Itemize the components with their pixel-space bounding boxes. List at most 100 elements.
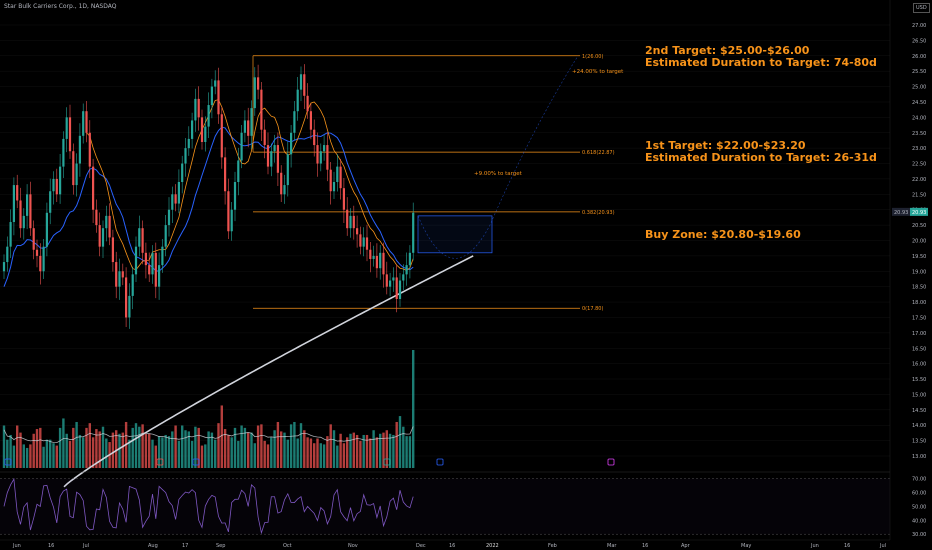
chart-grid: [0, 24, 890, 457]
candle-body: [346, 209, 349, 229]
fibonacci-retracement[interactable]: 1(26.00) 0.618(22.87) 0.382(20.93) 0(17.80)…: [252, 54, 624, 312]
volume-bar: [326, 436, 329, 468]
volume-bar: [164, 434, 167, 468]
volume-bar: [9, 434, 12, 468]
volume-bar: [22, 444, 25, 468]
volume-bar: [303, 430, 306, 468]
volume-bar: [276, 421, 280, 468]
y-tick-label: 25.50: [912, 69, 926, 75]
last-price-tag: [910, 207, 928, 216]
volume-bar: [151, 439, 154, 468]
candle-body: [316, 145, 319, 164]
candle-body: [352, 215, 355, 229]
volume-bar: [154, 445, 157, 468]
y-tick-label: 20.00: [912, 239, 926, 245]
candle-body: [329, 169, 332, 192]
buy-zone-box[interactable]: [417, 215, 493, 254]
volume-bar: [128, 439, 131, 468]
volume-bar: [322, 444, 326, 468]
candle-body: [306, 95, 309, 112]
rsi-tick-label: 70.00: [912, 477, 926, 483]
y-tick-label: 17.00: [912, 331, 926, 337]
candle-body: [372, 255, 375, 259]
volume-bar: [82, 437, 85, 468]
y-tick-label: 21.50: [912, 192, 926, 198]
target2-duration: Estimated Duration to Target: 74-80d: [645, 56, 877, 69]
y-tick-label: 25.00: [912, 85, 926, 91]
volume-bar: [256, 425, 260, 468]
candle-body: [118, 271, 121, 287]
candle-body: [191, 120, 194, 139]
volume-bar: [197, 427, 200, 468]
volume-bar: [316, 438, 319, 468]
candle-body: [171, 194, 174, 210]
y-tick-label: 24.00: [912, 115, 926, 121]
price-axis[interactable]: 13.00 13.50 14.00 14.50 15.00 15.50 16.00 16.50…: [889, 0, 928, 540]
candle-body: [392, 277, 395, 281]
volume-bar: [253, 443, 256, 468]
candle-body: [194, 98, 197, 121]
volume-bar: [313, 443, 316, 468]
x-tick-label: May: [741, 543, 751, 549]
event-markers[interactable]: [4, 458, 615, 466]
candle-body: [263, 129, 266, 146]
volume-bar: [250, 432, 253, 468]
y-tick-label: 16.00: [912, 362, 926, 368]
candle-body: [184, 148, 187, 164]
volume-bar: [134, 423, 138, 468]
chart-title: Star Bulk Carriers Corp., 1D, NASDAQ: [4, 3, 117, 10]
volume-bar: [115, 430, 118, 468]
candle-body: [101, 228, 105, 247]
volume-bar: [88, 423, 91, 468]
candle-body: [207, 105, 210, 127]
volume-bar: [240, 425, 243, 468]
candle-body: [200, 117, 204, 142]
candle-body: [362, 237, 365, 247]
volume-bar: [379, 433, 382, 468]
y-tick-label: 16.50: [912, 346, 926, 352]
volume-bar: [293, 421, 296, 468]
y-tick-label: 18.50: [912, 285, 926, 291]
volume-bar: [29, 444, 32, 468]
volume-bar: [204, 444, 207, 468]
candle-body: [408, 252, 411, 266]
x-tick-label: Mar: [607, 543, 617, 549]
volume-bar: [181, 425, 184, 468]
candle-body: [181, 163, 184, 183]
candle-body: [82, 111, 85, 136]
y-tick-label: 19.50: [912, 254, 926, 260]
volume-bar: [148, 433, 151, 468]
candle-body: [115, 262, 118, 287]
y-tick-label: 27.00: [912, 23, 926, 29]
candle-body: [177, 182, 180, 204]
candle-body: [197, 98, 200, 118]
volume-bar: [95, 429, 98, 468]
x-tick-label: Apr: [681, 543, 691, 549]
candle-body: [35, 249, 39, 256]
candle-body: [65, 117, 68, 139]
candle-body: [319, 151, 322, 164]
volume-bar: [382, 432, 385, 468]
candle-body: [250, 108, 253, 136]
time-axis[interactable]: Jun 16 Jul Aug 17 Sep Oct Nov Dec 16 2022 Feb Mar 16 A…: [0, 539, 890, 549]
candle-body: [385, 274, 388, 287]
volume-bar: [296, 438, 299, 468]
candle-body: [266, 145, 270, 167]
volume-bar: [19, 432, 22, 468]
candle-body: [260, 89, 263, 130]
crosshair-price-label: 20.93: [894, 210, 908, 216]
volume-bar: [6, 439, 9, 468]
volume-bar: [247, 432, 250, 468]
target2-title: 2nd Target: $25.00-$26.00: [645, 44, 810, 57]
fib-level-label: 1(26.00): [582, 54, 603, 60]
candle-body: [52, 178, 55, 192]
volume-bar: [42, 446, 45, 468]
currency-badge[interactable]: USD: [913, 3, 930, 13]
volume-bar: [16, 425, 19, 468]
candle-body: [187, 138, 190, 149]
target1-duration: Estimated Duration to Target: 26-31d: [645, 151, 877, 164]
candle-body: [303, 74, 306, 96]
y-tick-label: 14.00: [912, 423, 926, 429]
y-tick-label: 20.50: [912, 223, 926, 229]
